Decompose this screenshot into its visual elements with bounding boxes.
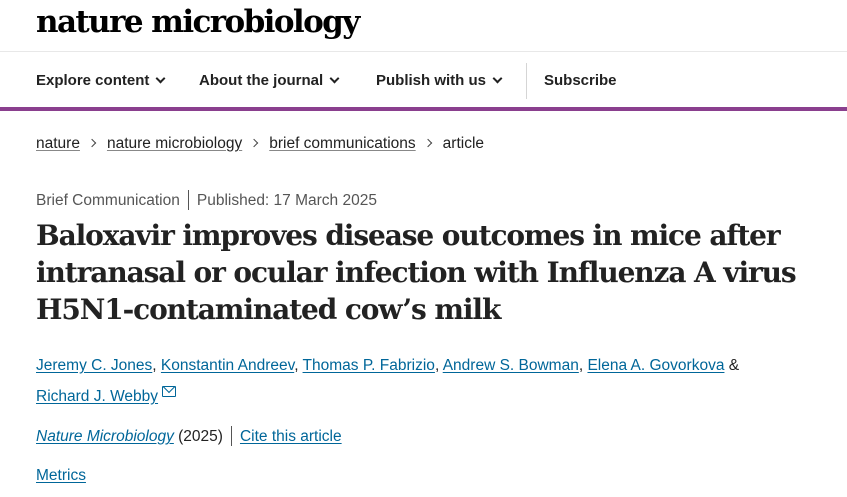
nav-explore-content[interactable]: Explore content — [36, 72, 166, 89]
author-separator: , — [578, 357, 588, 374]
chevron-right-icon — [423, 138, 432, 148]
nav-subscribe[interactable]: Subscribe — [544, 72, 617, 89]
chevron-down-icon — [492, 73, 503, 84]
metrics-link[interactable]: Metrics — [36, 467, 86, 484]
article-meta: Brief Communication Published: 17 March 2… — [36, 190, 377, 211]
breadcrumb: nature nature microbiology brief communica… — [36, 135, 484, 153]
nav-item-label: Subscribe — [544, 72, 617, 89]
chevron-right-icon — [87, 138, 97, 148]
author-list: Jeremy C. Jones, Konstantin Andreev, Tho… — [36, 350, 756, 412]
author-separator: , — [152, 357, 161, 374]
nav-divider — [526, 63, 527, 99]
author-ampersand: & — [724, 357, 740, 374]
author-separator: , — [294, 357, 303, 374]
chevron-right-icon — [249, 138, 259, 148]
nav-publish-with-us[interactable]: Publish with us — [376, 72, 503, 89]
mail-icon[interactable] — [162, 386, 177, 397]
breadcrumb-current: article — [442, 135, 485, 152]
journal-divider — [230, 426, 232, 446]
journal-link[interactable]: Nature Microbiology — [36, 428, 174, 446]
cite-article-link[interactable]: Cite this article — [239, 428, 342, 446]
nav-item-label: Publish with us — [376, 72, 487, 89]
author-link[interactable]: Richard J. Webby — [36, 388, 159, 405]
site-header: nature microbiology — [0, 0, 847, 52]
breadcrumb-nature[interactable]: nature — [36, 135, 80, 152]
article-title: Baloxavir improves disease outcomes in m… — [36, 219, 797, 326]
meta-divider — [187, 190, 189, 210]
nav-item-label: About the journal — [199, 72, 324, 89]
chevron-down-icon — [155, 73, 166, 84]
breadcrumb-nature-microbiology[interactable]: nature microbiology — [106, 135, 243, 152]
author-separator: , — [434, 357, 443, 374]
chevron-down-icon — [329, 73, 340, 84]
published-date: Published: 17 March 2025 — [196, 192, 377, 210]
breadcrumb-brief-communications[interactable]: brief communications — [269, 135, 416, 152]
author-link[interactable]: Andrew S. Bowman — [442, 357, 579, 374]
nav-about-journal[interactable]: About the journal — [199, 72, 340, 89]
main-nav: Explore content About the journal Publis… — [0, 53, 847, 106]
nav-item-label: Explore content — [36, 72, 150, 89]
journal-line: Nature Microbiology (2025) Cite this arti… — [36, 426, 342, 447]
publication-year: (2025) — [173, 428, 223, 446]
author-link[interactable]: Elena A. Govorkova — [587, 357, 725, 374]
nav-accent-rule — [0, 107, 847, 111]
article-type: Brief Communication — [36, 192, 180, 210]
author-link[interactable]: Konstantin Andreev — [160, 357, 295, 374]
site-logo[interactable]: nature microbiology — [36, 4, 360, 40]
author-link[interactable]: Jeremy C. Jones — [36, 357, 153, 374]
author-link[interactable]: Thomas P. Fabrizio — [302, 357, 435, 374]
